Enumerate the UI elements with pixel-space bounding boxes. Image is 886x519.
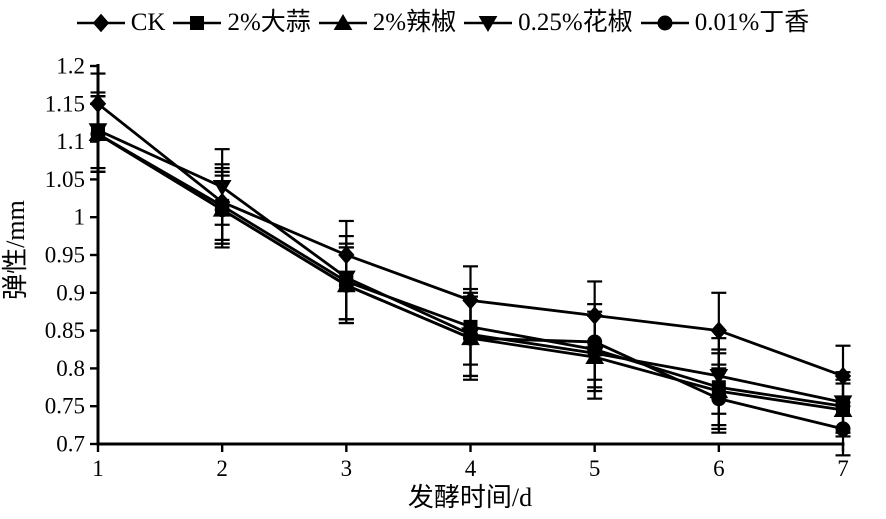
y-tick-label: 0.8 <box>56 356 85 381</box>
y-tick-label: 1.05 <box>45 167 85 192</box>
legend-marker-triangle-up-icon <box>318 13 367 30</box>
data-point-circle-0.01%丁香 <box>711 391 727 407</box>
legend-item-0.25%花椒[interactable]: 0.25%花椒 <box>464 10 633 35</box>
data-point-triangle-down-0.25%花椒 <box>833 395 853 412</box>
chart-legend: CK 2%大蒜 2%辣椒 0.25%花椒 0.01%丁香 <box>0 10 886 35</box>
y-tick-label: 0.7 <box>56 432 85 457</box>
x-tick-label: 1 <box>92 456 104 481</box>
error-bars-layer <box>90 72 851 457</box>
x-tick-label: 5 <box>589 456 601 481</box>
y-tick-label: 0.85 <box>45 318 85 343</box>
y-tick-label: 0.75 <box>45 394 85 419</box>
data-point-circle-0.01%丁香 <box>835 421 851 437</box>
data-point-diamond-CK <box>710 321 727 340</box>
x-axis-title: 发酵时间/d <box>408 483 532 512</box>
legend-label: 0.25%花椒 <box>518 9 633 36</box>
legend-item-0.01%丁香[interactable]: 0.01%丁香 <box>640 9 810 36</box>
legend-item-CK[interactable]: CK <box>76 9 166 36</box>
square-icon <box>190 15 205 30</box>
data-point-circle-0.01%丁香 <box>214 202 230 218</box>
x-tick-label: 2 <box>216 456 228 481</box>
data-point-diamond-CK <box>462 291 479 310</box>
legend-label: CK <box>130 9 166 36</box>
legend-label: 2%大蒜 <box>227 9 311 36</box>
legend-marker-square-icon <box>173 15 222 30</box>
data-point-triangle-down-0.25%花椒 <box>709 368 729 385</box>
x-tick-label: 7 <box>837 456 849 481</box>
legend-item-2%辣椒[interactable]: 2%辣椒 <box>318 9 457 36</box>
triangle-up-icon <box>333 13 353 30</box>
x-tick-label: 4 <box>465 456 477 481</box>
x-tick-label: 6 <box>713 456 725 481</box>
y-tick-label: 1 <box>74 205 86 230</box>
series-markers-layer <box>88 94 853 437</box>
legend-label: 0.01%丁香 <box>694 9 810 36</box>
x-tick-label: 3 <box>341 456 353 481</box>
y-tick-label: 1.15 <box>45 91 85 116</box>
data-point-circle-0.01%丁香 <box>338 277 354 293</box>
data-point-diamond-CK <box>586 306 603 325</box>
y-tick-label: 1.2 <box>56 54 85 79</box>
legend-marker-triangle-down-icon <box>464 15 513 32</box>
data-point-diamond-CK <box>89 94 107 114</box>
data-point-triangle-down-0.25%花椒 <box>212 179 232 196</box>
legend-marker-circle-icon <box>640 15 689 30</box>
y-tick-label: 0.95 <box>45 243 85 268</box>
y-tick-label: 0.9 <box>56 280 85 305</box>
y-axis-title: 弹性/mm <box>1 200 30 300</box>
data-point-diamond-CK <box>338 245 355 265</box>
data-point-circle-0.01%丁香 <box>463 330 479 346</box>
legend-label: 2%辣椒 <box>372 9 457 36</box>
data-point-diamond-CK <box>834 366 852 386</box>
data-point-circle-0.01%丁香 <box>587 334 603 350</box>
legend-marker-diamond-icon <box>76 13 125 32</box>
y-tick-label: 1.1 <box>56 129 85 154</box>
legend-item-2%大蒜[interactable]: 2%大蒜 <box>173 9 311 36</box>
axes: 0.7 0.75 0.8 0.85 0.9 0.95 1 1.05 1.1 1.15 1.2 1 2 3 4… <box>45 54 849 482</box>
data-point-circle-0.01%丁香 <box>90 126 106 142</box>
circle-icon <box>657 15 673 30</box>
diamond-icon <box>92 13 109 32</box>
triangle-down-icon <box>478 15 498 32</box>
